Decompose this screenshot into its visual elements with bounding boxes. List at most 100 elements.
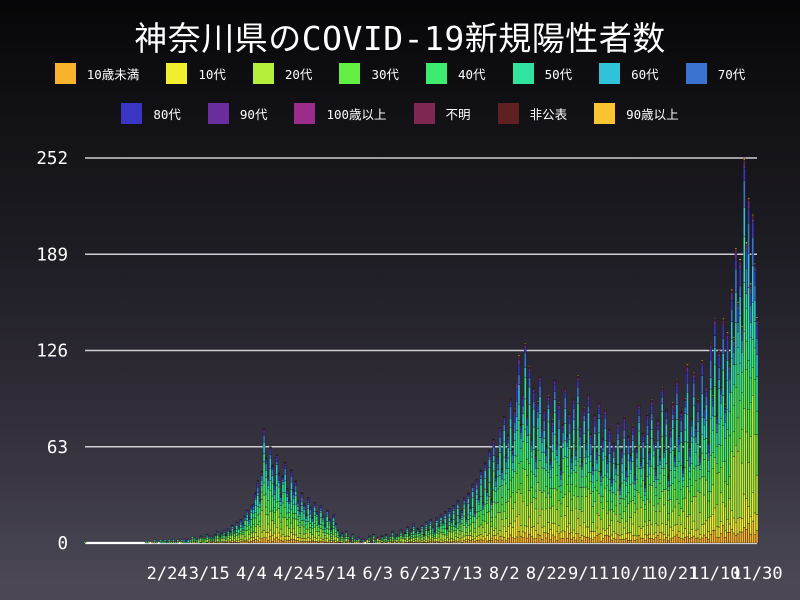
- bar-segment: [484, 531, 487, 539]
- bar-segment: [317, 540, 321, 543]
- bar-stack: [462, 497, 466, 544]
- legend-row: 10歳未満 10代 20代 30代 40代 50代 60代 70代: [54, 63, 745, 84]
- bar-segment: [321, 520, 325, 526]
- bar-segment: [524, 352, 527, 368]
- bar-stack: [252, 503, 255, 544]
- bar-segment: [583, 420, 586, 434]
- legend-color-swatch-icon: [252, 63, 274, 84]
- bar-segment: [473, 541, 476, 544]
- bar-segment: [488, 450, 491, 453]
- bar-segment: [300, 497, 304, 503]
- bar-stack: [488, 449, 491, 544]
- bar-segment: [467, 525, 470, 536]
- bar-segment: [675, 382, 679, 386]
- bar-segment: [395, 537, 398, 540]
- bar-stack: [258, 499, 262, 544]
- bar-segment: [665, 411, 668, 420]
- bar-segment: [574, 472, 578, 487]
- bar-segment: [549, 460, 552, 463]
- bar-stack: [165, 541, 169, 544]
- bar-segment: [446, 533, 449, 536]
- x-tick-label: 6/23: [399, 564, 440, 584]
- bar-stack: [370, 541, 373, 544]
- bar-segment: [583, 411, 586, 416]
- bar-segment: [237, 539, 240, 543]
- bar-segment: [425, 526, 428, 529]
- bar-stack: [738, 258, 742, 544]
- bar-segment: [326, 514, 329, 517]
- bar-segment: [273, 494, 276, 501]
- bar-segment: [260, 531, 264, 540]
- bar-segment: [635, 535, 639, 540]
- bar-segment: [618, 539, 622, 544]
- bar-segment: [661, 468, 664, 492]
- bar-segment: [532, 526, 535, 540]
- bar-segment: [684, 402, 687, 408]
- bar-segment: [378, 541, 382, 544]
- bar-segment: [260, 480, 264, 486]
- bar-segment: [267, 523, 270, 533]
- bar-segment: [330, 533, 333, 537]
- bar-segment: [524, 525, 527, 534]
- bar-segment: [736, 310, 740, 323]
- bar-segment: [722, 338, 725, 354]
- bar-segment: [275, 454, 278, 456]
- bar-segment: [153, 539, 156, 542]
- bar-segment: [597, 418, 601, 434]
- bar-segment: [604, 529, 607, 536]
- bar-segment: [330, 538, 333, 541]
- bar-segment: [292, 528, 295, 535]
- bar-segment: [444, 541, 447, 544]
- bar-segment: [543, 430, 546, 439]
- bar-segment: [530, 471, 533, 488]
- bar-segment: [427, 534, 430, 537]
- bar-segment: [732, 336, 736, 338]
- bar-segment: [540, 428, 544, 432]
- bar-segment: [599, 473, 603, 476]
- bar-segment: [281, 479, 285, 482]
- bar-stack: [642, 432, 645, 544]
- legend-item: 10歳未満: [54, 63, 139, 84]
- bar-segment: [625, 506, 628, 522]
- bar-segment: [264, 532, 268, 539]
- bar-segment: [545, 537, 548, 544]
- bar-segment: [241, 530, 245, 533]
- bar-segment: [361, 539, 365, 542]
- bar-segment: [661, 403, 664, 412]
- bar-stack: [294, 480, 297, 544]
- bar-segment: [176, 541, 179, 544]
- bar-segment: [326, 528, 329, 534]
- bar-segment: [237, 528, 240, 530]
- bar-segment: [574, 459, 578, 466]
- bar-segment: [583, 410, 586, 413]
- bar-segment: [551, 431, 554, 445]
- bar-segment: [361, 541, 365, 544]
- x-tick-label: 2/24: [147, 564, 188, 584]
- bar-segment: [473, 516, 476, 523]
- bar-segment: [734, 247, 738, 250]
- bar-segment: [302, 512, 306, 521]
- bar-stack: [637, 403, 641, 544]
- bar-segment: [711, 397, 714, 401]
- bar-segment: [484, 462, 487, 464]
- bar-segment: [479, 478, 483, 486]
- bar-segment: [726, 379, 729, 410]
- bar-segment: [553, 384, 556, 392]
- bar-segment: [616, 445, 620, 465]
- bar-segment: [313, 505, 316, 508]
- bar-stack: [671, 402, 674, 544]
- bar-segment: [201, 541, 205, 544]
- bar-segment: [753, 299, 757, 322]
- bar-segment: [728, 411, 731, 437]
- bar-segment: [669, 436, 672, 448]
- bar-segment: [547, 472, 550, 494]
- bar-stack: [559, 468, 563, 544]
- bar-segment: [686, 486, 689, 517]
- bar-segment: [648, 520, 651, 535]
- bar-segment: [248, 538, 251, 543]
- bar-segment: [271, 465, 274, 467]
- bar-segment: [736, 517, 740, 535]
- bar-segment: [629, 456, 632, 462]
- bar-segment: [410, 536, 413, 539]
- bar-stack: [574, 446, 578, 544]
